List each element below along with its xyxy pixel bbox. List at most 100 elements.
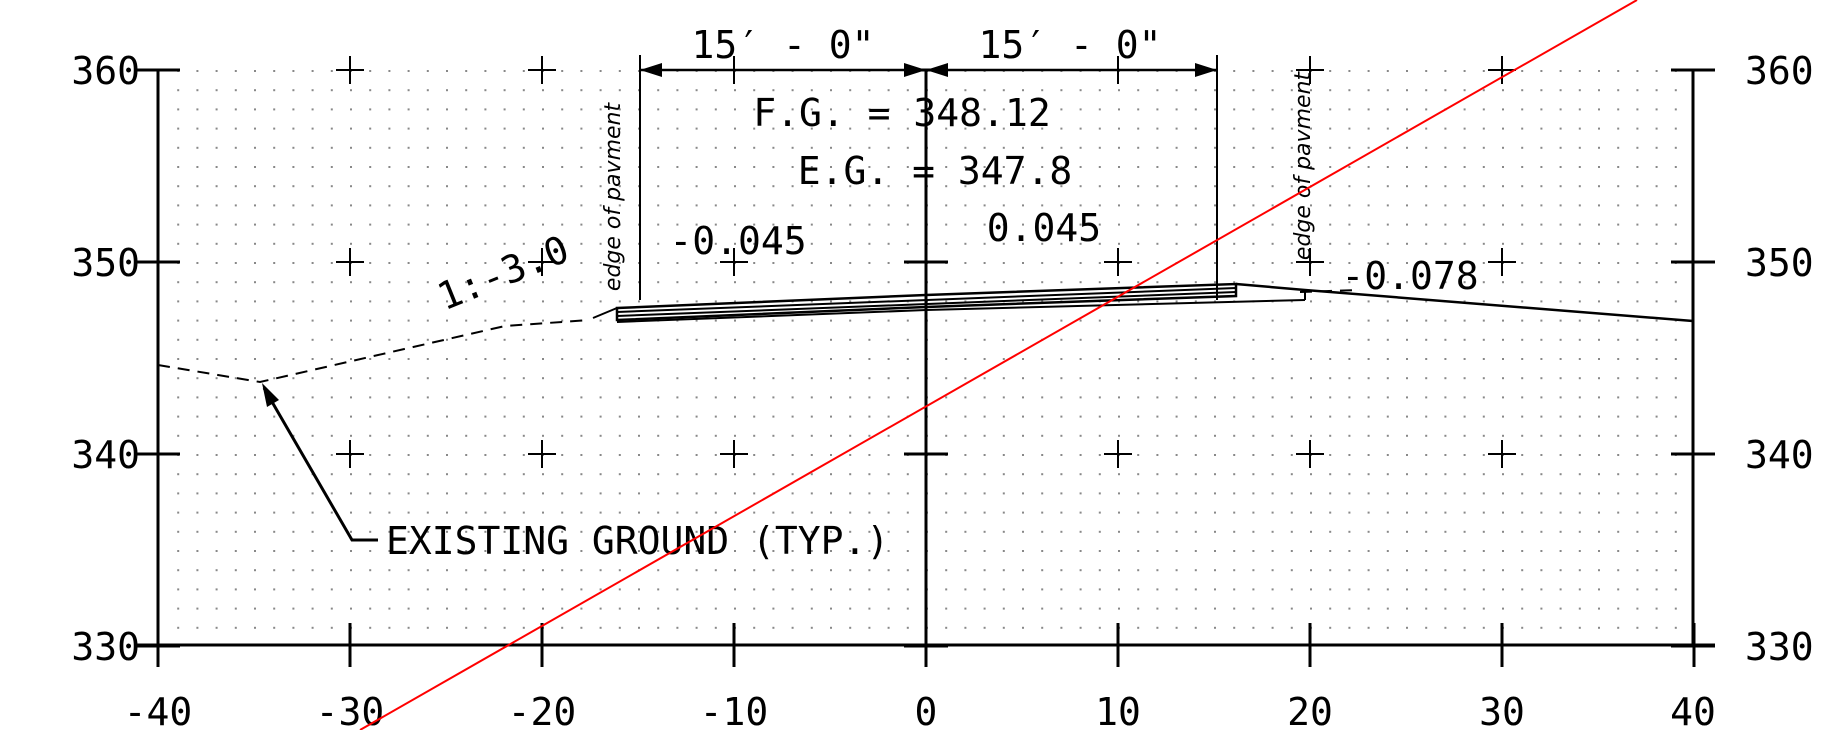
grid-dot	[1041, 166, 1044, 168]
grid-dot	[676, 204, 679, 207]
grid-dot	[1271, 377, 1274, 380]
grid-dot	[657, 550, 660, 552]
grid-dot	[1060, 377, 1063, 380]
grid-dot	[1367, 108, 1370, 111]
grid-dot	[1290, 89, 1293, 92]
grid-dot	[1598, 281, 1600, 284]
grid-dot	[618, 358, 621, 360]
grid-dot	[1598, 358, 1600, 360]
y-label-360-right: 360	[1745, 49, 1814, 93]
grid-dot	[1406, 262, 1408, 264]
grid-dot	[426, 70, 429, 72]
grid-dot	[1463, 377, 1466, 380]
grid-dot	[1386, 242, 1389, 245]
grid-dot	[465, 588, 468, 591]
grid-dot	[465, 70, 468, 72]
grid-dot	[407, 607, 410, 610]
grid-dot	[1137, 281, 1140, 284]
grid-dot	[1578, 300, 1581, 303]
grid-dot	[772, 204, 775, 207]
grid-dot	[1041, 434, 1044, 437]
grid-dot	[503, 127, 506, 130]
grid-dot	[695, 223, 698, 226]
grid-dot	[426, 262, 429, 264]
grid-dot	[388, 185, 391, 188]
grid-dot	[1022, 300, 1024, 303]
grid-dot	[196, 358, 199, 360]
grid-dot	[1502, 319, 1504, 322]
grid-dot	[676, 377, 679, 380]
grid-dot	[542, 319, 544, 322]
grid-dot	[273, 607, 276, 610]
grid-dot	[1137, 358, 1140, 360]
grid-dot	[868, 242, 871, 245]
grid-dot	[1540, 108, 1543, 111]
grid-dot	[772, 242, 775, 245]
grid-dot	[1002, 396, 1005, 399]
grid-dot	[791, 415, 794, 418]
grid-dot	[1079, 166, 1082, 168]
grid-dot	[1425, 127, 1428, 130]
grid-dot	[1348, 242, 1351, 245]
grid-dot	[503, 415, 506, 418]
grid-dot	[215, 454, 218, 456]
grid-cross	[528, 56, 556, 84]
callout-arrowhead	[262, 383, 279, 407]
grid-dot	[407, 300, 410, 303]
side-slope-label: 1:-3.0	[431, 227, 575, 319]
grid-dot	[215, 511, 218, 514]
grid-dot	[1156, 204, 1159, 207]
grid-dot	[1079, 473, 1082, 476]
grid-dot	[1425, 607, 1428, 610]
grid-dot	[1559, 434, 1562, 437]
grid-dot	[1406, 146, 1408, 149]
grid-dot	[638, 550, 640, 552]
grid-dot	[1079, 492, 1082, 495]
grid-dot	[1156, 358, 1159, 360]
grid-dot	[1194, 281, 1197, 284]
grid-dot	[1329, 550, 1332, 552]
grid-dot	[580, 89, 583, 92]
grid-dot	[714, 108, 717, 111]
grid-dot	[1271, 89, 1274, 92]
grid-dot	[446, 492, 448, 495]
grid-dot	[1233, 146, 1236, 149]
grid-dot	[580, 396, 583, 399]
grid-dot	[484, 338, 487, 341]
grid-dot	[599, 415, 602, 418]
grid-dot	[1329, 492, 1332, 495]
grid-dot	[1137, 492, 1140, 495]
grid-dot	[1617, 146, 1620, 149]
grid-dot	[1118, 396, 1120, 399]
grid-dot	[273, 300, 276, 303]
grid-dot	[484, 377, 487, 380]
grid-dot	[868, 89, 871, 92]
grid-dot	[196, 607, 199, 610]
grid-dot	[254, 281, 256, 284]
grid-dot	[714, 127, 717, 130]
grid-cross	[1488, 440, 1516, 468]
grid-dot	[983, 262, 986, 264]
grid-dot	[330, 146, 333, 149]
grid-dot	[1137, 185, 1140, 188]
grid-dot	[503, 242, 506, 245]
grid-dot	[599, 204, 602, 207]
grid-dot	[1463, 223, 1466, 226]
grid-dot	[1386, 530, 1389, 533]
grid-dot	[1118, 319, 1120, 322]
grid-dot	[503, 262, 506, 264]
grid-dot	[465, 511, 468, 514]
grid-dot	[561, 70, 564, 72]
grid-dot	[369, 70, 372, 72]
grid-dot	[849, 550, 852, 552]
grid-dot	[484, 434, 487, 437]
grid-dot	[695, 588, 698, 591]
grid-dot	[254, 396, 256, 399]
grid-dot	[522, 492, 525, 495]
grid-dot	[734, 185, 736, 188]
grid-dot	[983, 185, 986, 188]
grid-dot	[887, 242, 890, 245]
grid-dot	[1540, 511, 1543, 514]
grid-dot	[734, 473, 736, 476]
grid-dot	[714, 146, 717, 149]
